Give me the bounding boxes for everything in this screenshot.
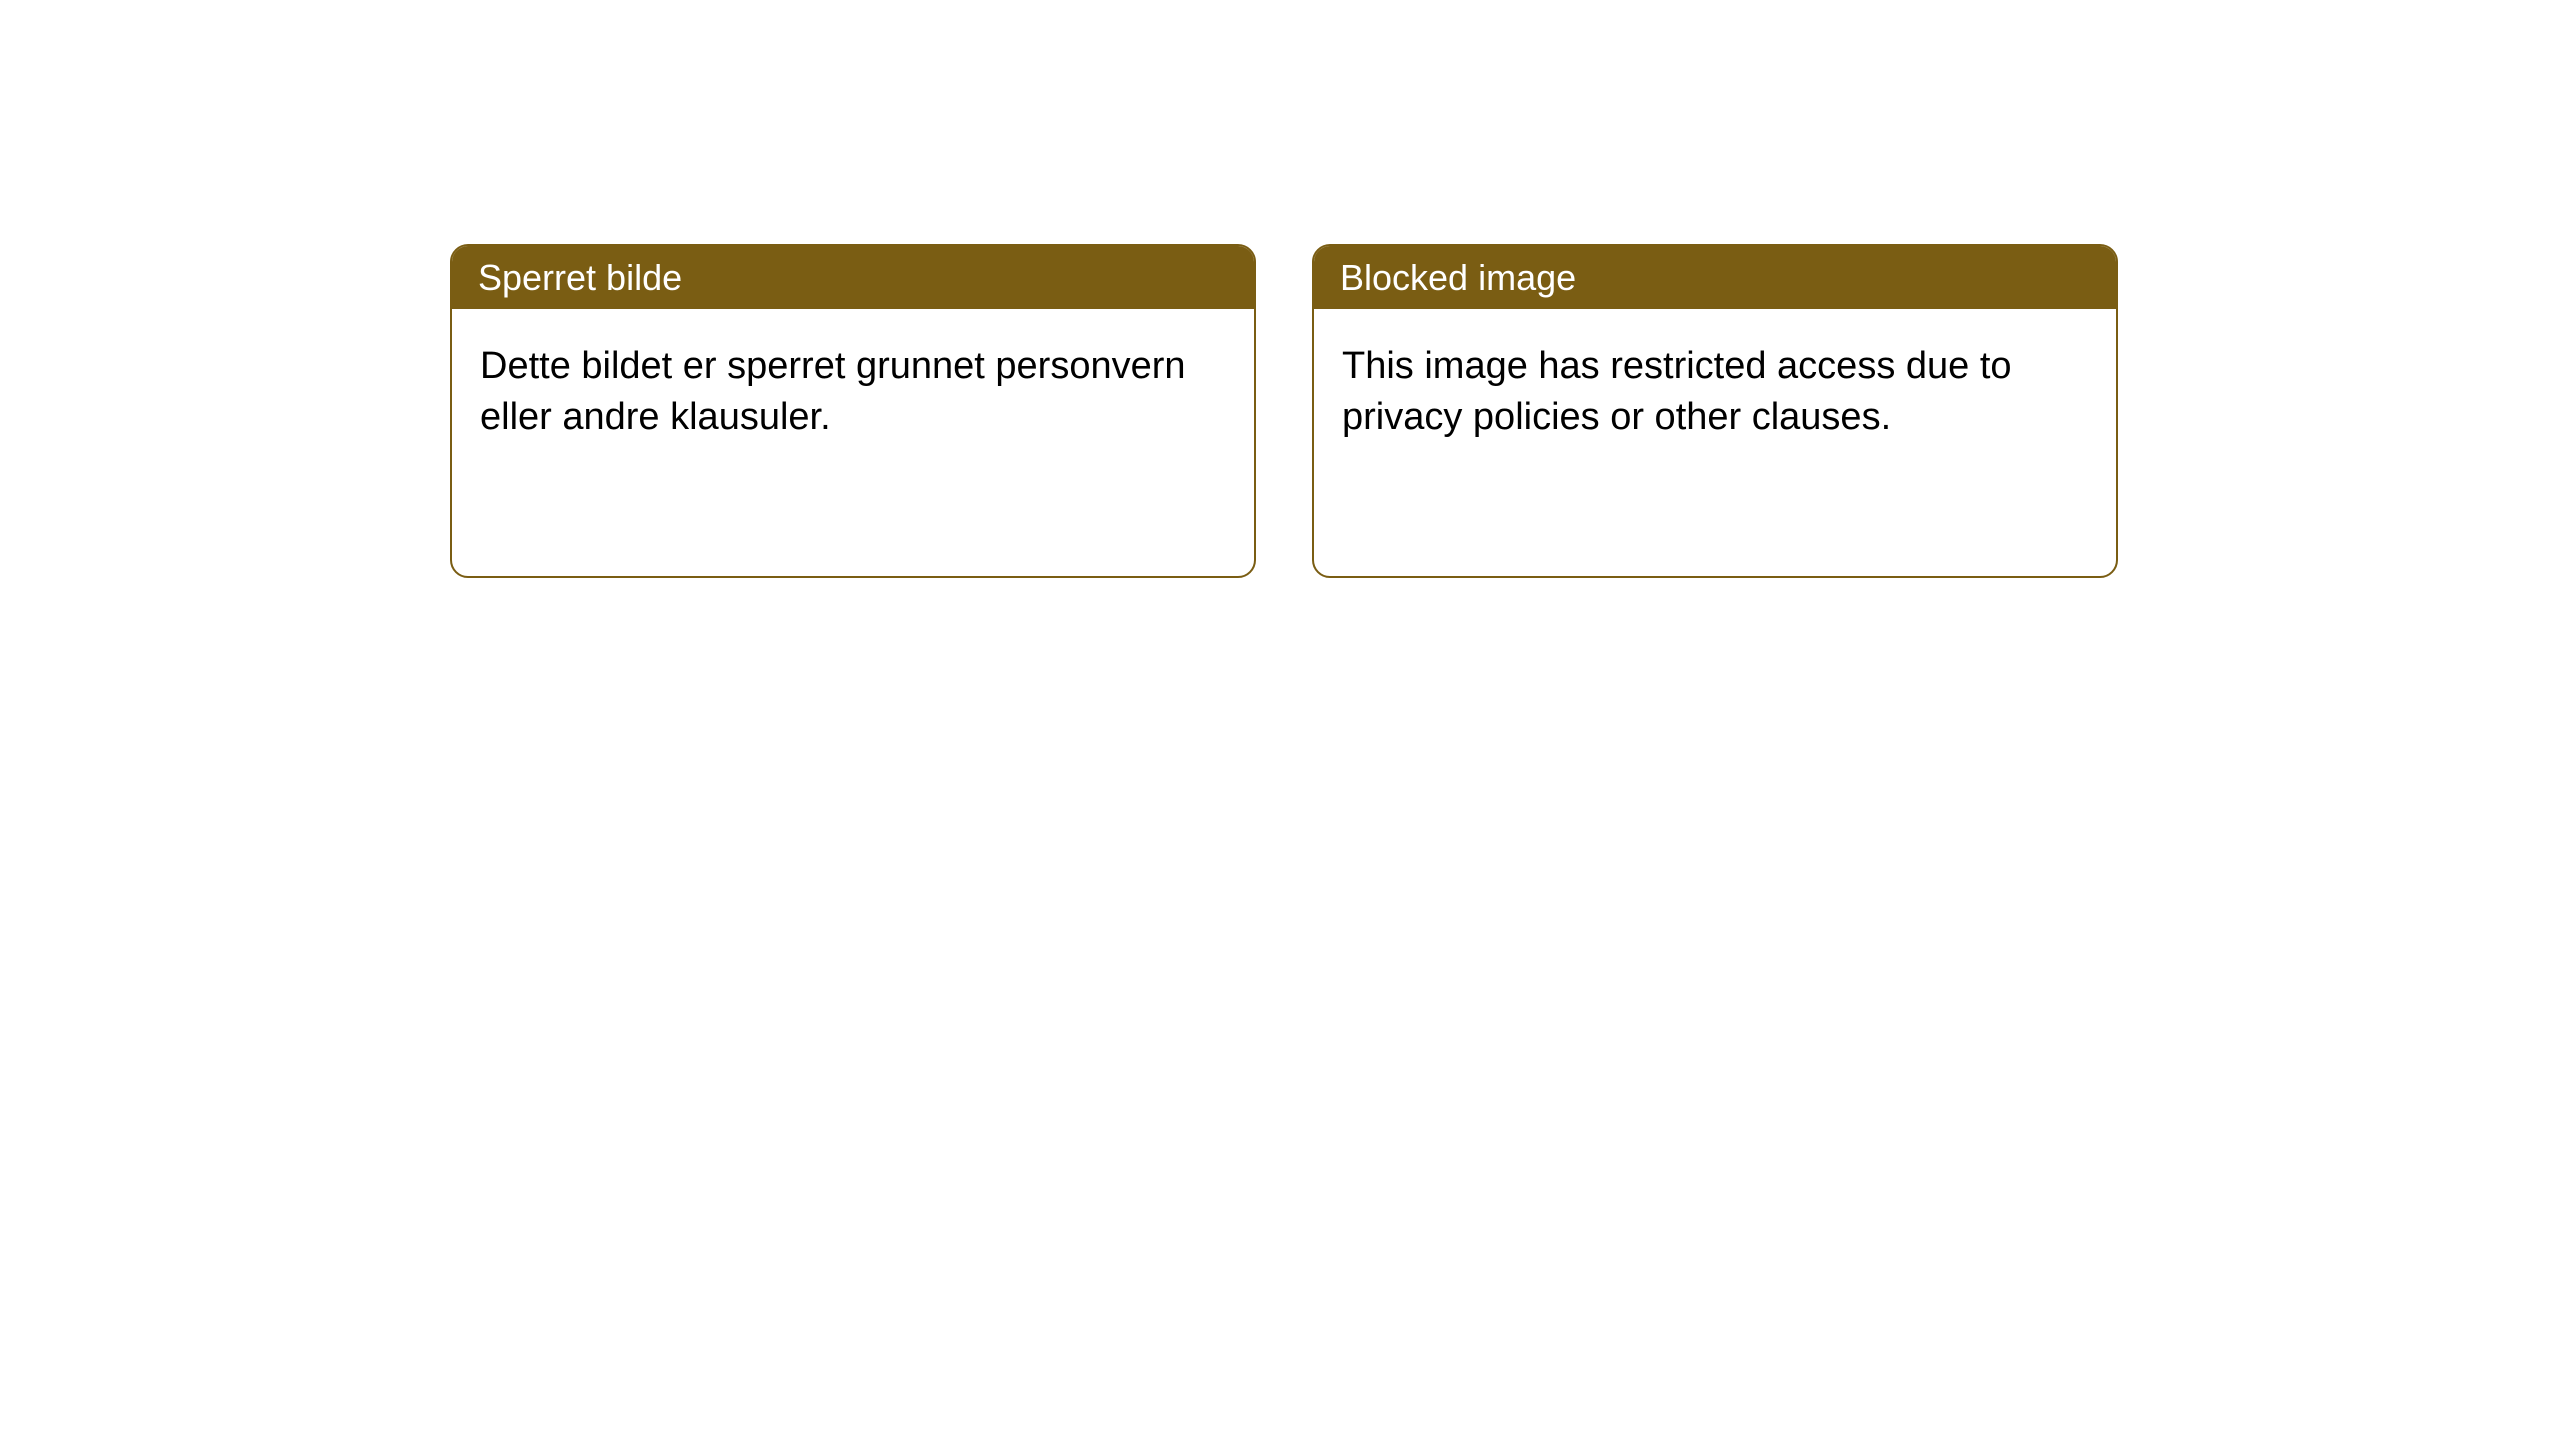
card-title: Sperret bilde bbox=[478, 257, 682, 298]
card-header: Blocked image bbox=[1314, 246, 2116, 309]
card-body-text: This image has restricted access due to … bbox=[1342, 345, 2012, 438]
blocked-image-card-en: Blocked image This image has restricted … bbox=[1312, 244, 2118, 578]
card-header: Sperret bilde bbox=[452, 246, 1254, 309]
card-body: Dette bildet er sperret grunnet personve… bbox=[452, 309, 1254, 476]
card-body: This image has restricted access due to … bbox=[1314, 309, 2116, 476]
card-body-text: Dette bildet er sperret grunnet personve… bbox=[480, 345, 1186, 438]
blocked-image-card-no: Sperret bilde Dette bildet er sperret gr… bbox=[450, 244, 1256, 578]
notice-cards-row: Sperret bilde Dette bildet er sperret gr… bbox=[450, 244, 2118, 578]
card-title: Blocked image bbox=[1340, 257, 1576, 298]
